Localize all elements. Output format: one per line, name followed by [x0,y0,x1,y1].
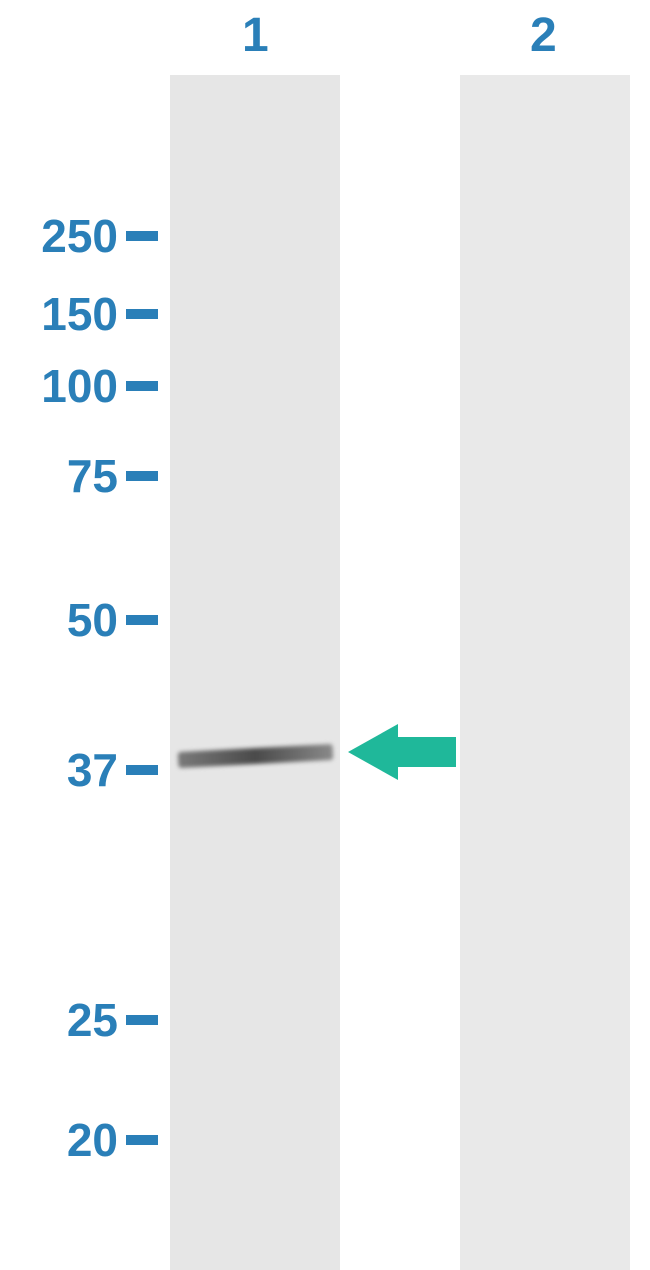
lane-label-2: 2 [530,8,557,63]
marker-label-50: 50 [67,593,118,647]
marker-tick-100 [126,381,158,391]
marker-label-75: 75 [67,449,118,503]
marker-label-150: 150 [41,287,118,341]
lane-2 [460,75,630,1270]
marker-label-37: 37 [67,743,118,797]
western-blot-figure: 1 2 250 150 100 75 50 37 25 20 [0,0,650,1270]
marker-tick-250 [126,231,158,241]
arrow-tail [398,737,456,767]
marker-label-25: 25 [67,993,118,1047]
marker-tick-75 [126,471,158,481]
arrow-head-icon [348,724,398,780]
lane-1 [170,75,340,1270]
marker-tick-50 [126,615,158,625]
marker-tick-25 [126,1015,158,1025]
marker-tick-20 [126,1135,158,1145]
marker-tick-150 [126,309,158,319]
marker-label-250: 250 [41,209,118,263]
marker-label-100: 100 [41,359,118,413]
marker-label-20: 20 [67,1113,118,1167]
marker-tick-37 [126,765,158,775]
lane-label-1: 1 [242,8,269,63]
